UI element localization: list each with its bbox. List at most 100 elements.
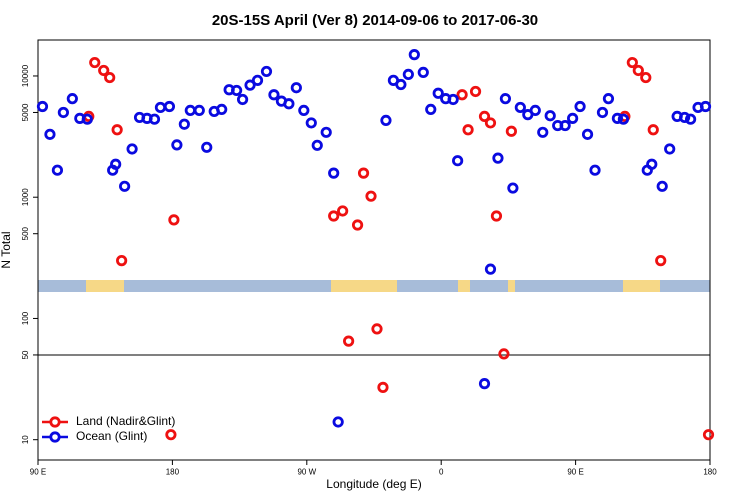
data-point bbox=[89, 56, 101, 69]
land-strip bbox=[508, 280, 515, 292]
data-point bbox=[484, 263, 497, 275]
data-point bbox=[462, 124, 474, 136]
data-point bbox=[332, 416, 344, 428]
data-point bbox=[417, 66, 429, 79]
data-point bbox=[66, 93, 78, 105]
data-point bbox=[408, 49, 420, 61]
data-point bbox=[148, 113, 161, 125]
data-point bbox=[81, 113, 93, 125]
data-point bbox=[529, 104, 541, 117]
x-tick-label: 0 bbox=[439, 468, 444, 477]
data-point bbox=[514, 101, 526, 114]
data-point bbox=[298, 104, 310, 117]
data-point bbox=[684, 113, 697, 125]
data-point bbox=[283, 98, 295, 110]
data-point bbox=[126, 143, 138, 155]
legend-label: Ocean (Glint) bbox=[76, 429, 147, 443]
data-point bbox=[664, 143, 676, 155]
y-tick-label: 5000 bbox=[21, 103, 30, 121]
x-axis-label: Longitude (deg E) bbox=[326, 477, 421, 491]
x-tick-label: 90 W bbox=[297, 468, 316, 477]
data-point bbox=[499, 93, 512, 105]
data-point bbox=[343, 335, 355, 347]
data-point bbox=[581, 128, 594, 140]
data-point bbox=[507, 182, 519, 194]
x-tick-label: 180 bbox=[703, 468, 717, 477]
data-point bbox=[163, 100, 176, 113]
data-point bbox=[201, 141, 213, 153]
data-point bbox=[377, 381, 389, 393]
data-point bbox=[36, 100, 49, 113]
data-point bbox=[544, 110, 556, 122]
data-point bbox=[490, 210, 503, 222]
x-tick-label: 90 E bbox=[30, 468, 46, 477]
data-point bbox=[617, 113, 629, 125]
y-tick-label: 10000 bbox=[21, 64, 30, 87]
data-point bbox=[178, 118, 190, 130]
data-point bbox=[574, 100, 586, 113]
y-tick-label: 1000 bbox=[21, 188, 30, 206]
legend: Land (Nadir&Glint)Ocean (Glint) bbox=[42, 414, 175, 443]
data-point bbox=[371, 323, 383, 335]
y-axis-label: N Total bbox=[0, 231, 13, 268]
data-point bbox=[44, 128, 56, 140]
data-point bbox=[216, 103, 228, 115]
legend-marker bbox=[49, 416, 61, 428]
data-point bbox=[165, 429, 177, 441]
data-point bbox=[351, 219, 364, 231]
land-strip bbox=[331, 280, 397, 292]
data-point bbox=[702, 429, 715, 441]
data-point bbox=[425, 103, 437, 115]
data-point bbox=[646, 158, 658, 170]
data-point bbox=[537, 126, 549, 138]
data-point bbox=[268, 89, 280, 101]
y-tick-label: 500 bbox=[21, 226, 30, 240]
data-point bbox=[251, 74, 264, 86]
chart-title: 20S-15S April (Ver 8) 2014-09-06 to 2017… bbox=[212, 12, 538, 29]
legend-label: Land (Nadir&Glint) bbox=[76, 414, 175, 428]
data-point bbox=[447, 93, 459, 106]
data-point bbox=[559, 119, 571, 132]
data-point bbox=[51, 164, 64, 176]
data-point bbox=[656, 180, 668, 192]
data-point bbox=[478, 378, 491, 390]
plot-frame bbox=[37, 39, 711, 461]
data-point bbox=[311, 139, 323, 151]
data-point bbox=[452, 155, 464, 167]
data-point bbox=[119, 180, 131, 192]
data-point bbox=[98, 64, 110, 77]
surface-strip bbox=[38, 280, 710, 292]
y-tick-label: 10 bbox=[21, 435, 30, 444]
data-point bbox=[647, 124, 659, 136]
data-point bbox=[260, 65, 273, 78]
data-point bbox=[337, 205, 349, 217]
data-point bbox=[116, 255, 128, 267]
data-point bbox=[626, 56, 638, 69]
data-point bbox=[640, 71, 652, 84]
data-point bbox=[231, 84, 243, 97]
data-point bbox=[380, 114, 392, 127]
data-point bbox=[365, 190, 377, 202]
data-point bbox=[699, 100, 712, 113]
data-point bbox=[478, 110, 491, 123]
data-point bbox=[589, 164, 601, 176]
data-point bbox=[432, 87, 444, 99]
data-point bbox=[171, 139, 183, 151]
data-point bbox=[655, 255, 667, 267]
x-tick-label: 90 E bbox=[567, 468, 583, 477]
data-point bbox=[305, 117, 317, 129]
data-point bbox=[320, 126, 332, 138]
data-point bbox=[469, 85, 482, 98]
data-point bbox=[395, 78, 407, 91]
data-point bbox=[632, 64, 644, 77]
data-point bbox=[679, 111, 691, 124]
data-point bbox=[168, 214, 180, 226]
data-point bbox=[57, 106, 69, 119]
data-point bbox=[402, 68, 414, 81]
land-strip bbox=[86, 280, 124, 292]
data-point bbox=[193, 104, 205, 117]
data-point bbox=[244, 79, 256, 91]
data-point bbox=[110, 158, 122, 170]
